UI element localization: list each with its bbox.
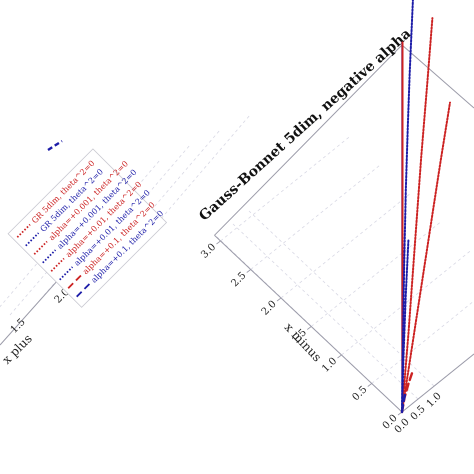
right-y-axis-label: x minus <box>282 320 325 364</box>
left-chart-panel: 1.52.02.53.0 x plus GR 5dim, theta^2=0GR… <box>0 114 251 367</box>
right-series-line-6 <box>401 239 410 413</box>
right-y-axis-line <box>214 234 403 413</box>
right-y-tick-mark <box>337 354 342 359</box>
right-y-tick-label: 2.5 <box>229 270 248 289</box>
right-y-tick-mark <box>307 326 312 330</box>
right-top-edge <box>401 44 474 109</box>
right-chart-panel: 0.00.51.01.52.02.53.0 0.00.51.0 x minus … <box>196 0 474 436</box>
right-y-tick-label: 3.0 <box>199 242 218 261</box>
legend-swatch <box>67 274 82 289</box>
right-grid-line <box>371 300 474 384</box>
right-back-edge <box>214 44 403 236</box>
right-x-tick-label: 0.5 <box>409 404 428 423</box>
right-series-line-4 <box>401 17 434 413</box>
legend-swatch <box>50 257 65 272</box>
legend-swatch <box>59 266 74 281</box>
right-grid-line <box>232 223 419 400</box>
right-chart-series <box>400 0 451 414</box>
legend-swatch <box>42 249 57 264</box>
right-grid-line <box>220 135 351 242</box>
right-series-line-8 <box>400 393 407 414</box>
right-chart-axes <box>214 44 474 413</box>
right-series-line-3 <box>401 0 414 413</box>
right-grid-line <box>341 249 472 356</box>
right-grid-line <box>310 221 442 327</box>
right-y-tick-label: 1.0 <box>320 356 339 375</box>
right-series-line-5 <box>401 101 451 413</box>
right-y-tick-mark <box>367 383 372 387</box>
legend-swatch <box>25 232 40 247</box>
left-chart-series <box>47 139 63 152</box>
right-y-tick-mark <box>216 240 221 245</box>
right-grid-line <box>280 192 412 299</box>
right-chart-title: Gauss-Bonnet 5dim, negative alpha <box>196 26 414 225</box>
legend-frame <box>7 148 168 308</box>
right-y-tick-mark <box>246 269 251 273</box>
legend-swatch <box>16 223 31 238</box>
legend-box: GR 5dim, theta^2=0GR 5dim, theta^2=0alph… <box>7 148 168 308</box>
left-chart-legend: GR 5dim, theta^2=0GR 5dim, theta^2=0alph… <box>7 148 168 308</box>
right-x-axis-line <box>401 353 474 413</box>
right-y-tick-mark <box>276 297 282 302</box>
right-y-tick-label: 2.0 <box>260 299 279 318</box>
left-series-line-1 <box>47 139 63 152</box>
right-grid-line <box>250 164 382 270</box>
legend-swatch <box>76 283 91 298</box>
right-y-tick-label: 0.5 <box>350 384 369 403</box>
legend-swatch <box>33 240 48 255</box>
right-x-tick-label: 1.0 <box>425 391 444 410</box>
left-x-axis-label: x plus <box>0 331 35 366</box>
